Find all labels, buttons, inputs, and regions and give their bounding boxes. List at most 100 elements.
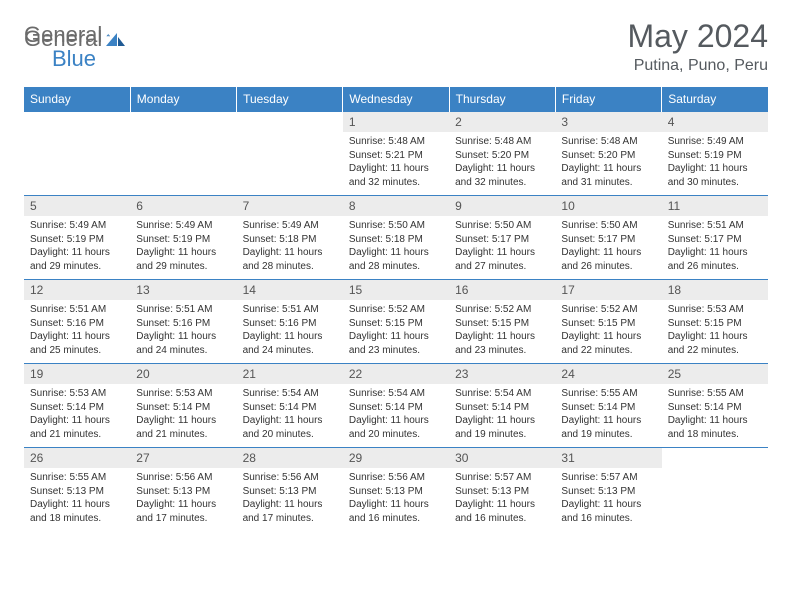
day-number-cell — [662, 448, 768, 469]
day-content-cell: Sunrise: 5:57 AMSunset: 5:13 PMDaylight:… — [555, 468, 661, 531]
day-content-cell: Sunrise: 5:51 AMSunset: 5:16 PMDaylight:… — [24, 300, 130, 364]
day-details: Sunrise: 5:53 AMSunset: 5:14 PMDaylight:… — [130, 384, 236, 447]
day-content-cell: Sunrise: 5:55 AMSunset: 5:14 PMDaylight:… — [555, 384, 661, 448]
day-details: Sunrise: 5:57 AMSunset: 5:13 PMDaylight:… — [555, 468, 661, 531]
day-number-cell: 23 — [449, 364, 555, 385]
day-content-row: Sunrise: 5:55 AMSunset: 5:13 PMDaylight:… — [24, 468, 768, 531]
day-details: Sunrise: 5:50 AMSunset: 5:17 PMDaylight:… — [555, 216, 661, 279]
day-details: Sunrise: 5:48 AMSunset: 5:20 PMDaylight:… — [555, 132, 661, 195]
day-number-cell: 31 — [555, 448, 661, 469]
day-details: Sunrise: 5:51 AMSunset: 5:17 PMDaylight:… — [662, 216, 768, 279]
weekday-header: Friday — [555, 87, 661, 112]
day-number-cell: 4 — [662, 112, 768, 133]
day-details: Sunrise: 5:51 AMSunset: 5:16 PMDaylight:… — [237, 300, 343, 363]
day-number-cell: 16 — [449, 280, 555, 301]
day-details: Sunrise: 5:51 AMSunset: 5:16 PMDaylight:… — [130, 300, 236, 363]
day-number-cell: 12 — [24, 280, 130, 301]
day-content-cell: Sunrise: 5:52 AMSunset: 5:15 PMDaylight:… — [343, 300, 449, 364]
day-content-cell: Sunrise: 5:50 AMSunset: 5:17 PMDaylight:… — [449, 216, 555, 280]
day-number-cell: 25 — [662, 364, 768, 385]
day-number-row: 19202122232425 — [24, 364, 768, 385]
day-content-cell: Sunrise: 5:49 AMSunset: 5:19 PMDaylight:… — [24, 216, 130, 280]
day-content-cell: Sunrise: 5:51 AMSunset: 5:16 PMDaylight:… — [130, 300, 236, 364]
weekday-header: Sunday — [24, 87, 130, 112]
day-details: Sunrise: 5:52 AMSunset: 5:15 PMDaylight:… — [343, 300, 449, 363]
day-number-cell: 19 — [24, 364, 130, 385]
location-text: Putina, Puno, Peru — [627, 57, 768, 75]
day-details: Sunrise: 5:54 AMSunset: 5:14 PMDaylight:… — [449, 384, 555, 447]
day-number-cell: 13 — [130, 280, 236, 301]
day-details: Sunrise: 5:56 AMSunset: 5:13 PMDaylight:… — [343, 468, 449, 531]
day-number-cell: 3 — [555, 112, 661, 133]
logo-stack: General Blue — [24, 26, 128, 72]
day-details: Sunrise: 5:48 AMSunset: 5:21 PMDaylight:… — [343, 132, 449, 195]
day-content-cell: Sunrise: 5:49 AMSunset: 5:18 PMDaylight:… — [237, 216, 343, 280]
day-details: Sunrise: 5:48 AMSunset: 5:20 PMDaylight:… — [449, 132, 555, 195]
day-content-cell: Sunrise: 5:50 AMSunset: 5:17 PMDaylight:… — [555, 216, 661, 280]
weekday-header: Tuesday — [237, 87, 343, 112]
day-content-cell: Sunrise: 5:51 AMSunset: 5:16 PMDaylight:… — [237, 300, 343, 364]
day-number-row: 1234 — [24, 112, 768, 133]
day-content-cell: Sunrise: 5:54 AMSunset: 5:14 PMDaylight:… — [237, 384, 343, 448]
day-content-cell: Sunrise: 5:49 AMSunset: 5:19 PMDaylight:… — [662, 132, 768, 196]
day-number-cell: 2 — [449, 112, 555, 133]
day-content-cell: Sunrise: 5:52 AMSunset: 5:15 PMDaylight:… — [449, 300, 555, 364]
day-number-cell: 14 — [237, 280, 343, 301]
day-content-cell: Sunrise: 5:49 AMSunset: 5:19 PMDaylight:… — [130, 216, 236, 280]
logo-sail-icon — [104, 30, 128, 48]
day-number-cell: 1 — [343, 112, 449, 133]
day-number-cell: 9 — [449, 196, 555, 217]
day-content-cell — [237, 132, 343, 196]
day-details: Sunrise: 5:55 AMSunset: 5:14 PMDaylight:… — [662, 384, 768, 447]
logo-word2: Blue — [52, 46, 128, 72]
day-content-cell — [130, 132, 236, 196]
day-number-cell — [24, 112, 130, 133]
day-number-row: 12131415161718 — [24, 280, 768, 301]
day-details: Sunrise: 5:53 AMSunset: 5:15 PMDaylight:… — [662, 300, 768, 363]
day-details: Sunrise: 5:54 AMSunset: 5:14 PMDaylight:… — [237, 384, 343, 447]
day-content-cell: Sunrise: 5:53 AMSunset: 5:14 PMDaylight:… — [130, 384, 236, 448]
day-content-cell: Sunrise: 5:56 AMSunset: 5:13 PMDaylight:… — [130, 468, 236, 531]
day-content-cell: Sunrise: 5:51 AMSunset: 5:17 PMDaylight:… — [662, 216, 768, 280]
day-content-cell: Sunrise: 5:55 AMSunset: 5:13 PMDaylight:… — [24, 468, 130, 531]
day-details: Sunrise: 5:53 AMSunset: 5:14 PMDaylight:… — [24, 384, 130, 447]
day-number-cell: 24 — [555, 364, 661, 385]
day-content-cell: Sunrise: 5:50 AMSunset: 5:18 PMDaylight:… — [343, 216, 449, 280]
day-number-row: 567891011 — [24, 196, 768, 217]
day-number-cell: 26 — [24, 448, 130, 469]
day-content-cell: Sunrise: 5:52 AMSunset: 5:15 PMDaylight:… — [555, 300, 661, 364]
day-details: Sunrise: 5:49 AMSunset: 5:19 PMDaylight:… — [24, 216, 130, 279]
day-number-cell: 21 — [237, 364, 343, 385]
day-number-cell: 11 — [662, 196, 768, 217]
month-title: May 2024 — [627, 18, 768, 55]
day-content-row: Sunrise: 5:53 AMSunset: 5:14 PMDaylight:… — [24, 384, 768, 448]
day-number-cell: 18 — [662, 280, 768, 301]
day-number-cell: 10 — [555, 196, 661, 217]
weekday-header: Saturday — [662, 87, 768, 112]
day-content-cell — [24, 132, 130, 196]
day-details: Sunrise: 5:55 AMSunset: 5:14 PMDaylight:… — [555, 384, 661, 447]
day-content-row: Sunrise: 5:51 AMSunset: 5:16 PMDaylight:… — [24, 300, 768, 364]
day-number-cell: 27 — [130, 448, 236, 469]
day-details: Sunrise: 5:49 AMSunset: 5:19 PMDaylight:… — [662, 132, 768, 195]
calendar-body: 1234Sunrise: 5:48 AMSunset: 5:21 PMDayli… — [24, 112, 768, 532]
day-details: Sunrise: 5:49 AMSunset: 5:18 PMDaylight:… — [237, 216, 343, 279]
day-content-cell: Sunrise: 5:57 AMSunset: 5:13 PMDaylight:… — [449, 468, 555, 531]
day-number-cell: 15 — [343, 280, 449, 301]
weekday-header: Thursday — [449, 87, 555, 112]
day-number-cell: 8 — [343, 196, 449, 217]
day-content-cell: Sunrise: 5:48 AMSunset: 5:21 PMDaylight:… — [343, 132, 449, 196]
day-number-cell: 6 — [130, 196, 236, 217]
day-content-cell: Sunrise: 5:53 AMSunset: 5:14 PMDaylight:… — [24, 384, 130, 448]
day-details: Sunrise: 5:56 AMSunset: 5:13 PMDaylight:… — [130, 468, 236, 531]
day-content-cell: Sunrise: 5:56 AMSunset: 5:13 PMDaylight:… — [237, 468, 343, 531]
day-content-cell — [662, 468, 768, 531]
day-number-cell — [237, 112, 343, 133]
calendar-page: General May 2024 Putina, Puno, Peru Gene… — [0, 0, 792, 541]
title-block: May 2024 Putina, Puno, Peru — [627, 18, 768, 75]
day-details: Sunrise: 5:49 AMSunset: 5:19 PMDaylight:… — [130, 216, 236, 279]
day-details: Sunrise: 5:50 AMSunset: 5:17 PMDaylight:… — [449, 216, 555, 279]
day-details: Sunrise: 5:54 AMSunset: 5:14 PMDaylight:… — [343, 384, 449, 447]
weekday-header: Monday — [130, 87, 236, 112]
day-content-cell: Sunrise: 5:56 AMSunset: 5:13 PMDaylight:… — [343, 468, 449, 531]
